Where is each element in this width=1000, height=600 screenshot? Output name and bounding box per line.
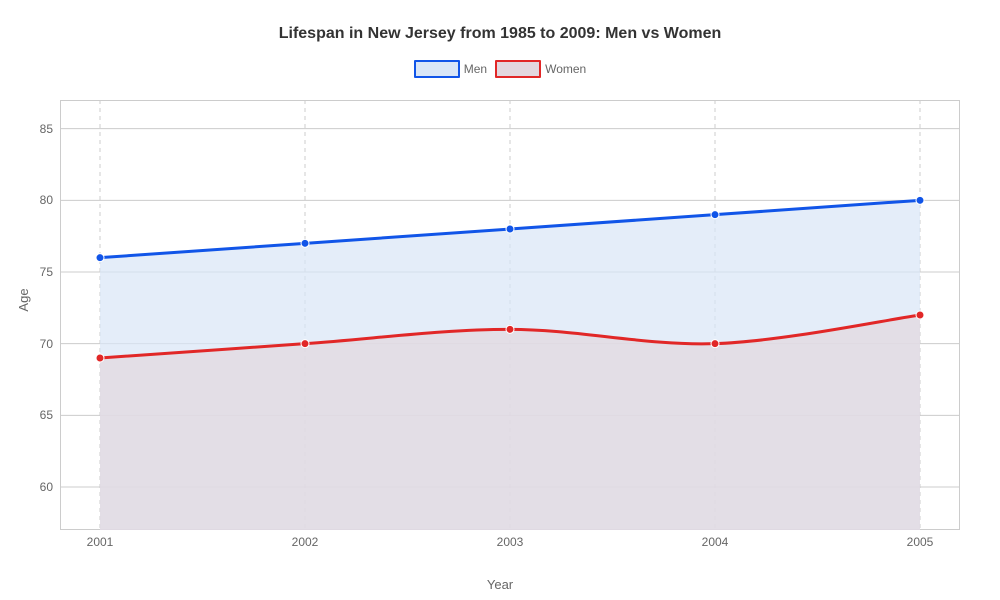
legend-label-men: Men [464,62,487,76]
plot-area [60,100,960,530]
y-axis-label: Age [16,288,31,311]
y-tick-label: 80 [40,193,53,207]
chart-container: Lifespan in New Jersey from 1985 to 2009… [0,0,1000,600]
legend-swatch-women [495,60,541,78]
x-tick-label: 2005 [907,535,934,549]
x-axis-label: Year [0,577,1000,592]
y-tick-label: 75 [40,265,53,279]
x-tick-label: 2001 [87,535,114,549]
y-tick-label: 65 [40,408,53,422]
x-tick-label: 2004 [702,535,729,549]
legend: Men Women [0,60,1000,78]
y-tick-label: 70 [40,337,53,351]
x-tick-label: 2003 [497,535,524,549]
chart-title: Lifespan in New Jersey from 1985 to 2009… [0,25,1000,43]
legend-item-men[interactable]: Men [414,60,487,78]
x-tick-label: 2002 [292,535,319,549]
legend-item-women[interactable]: Women [495,60,586,78]
y-tick-label: 60 [40,480,53,494]
legend-label-women: Women [545,62,586,76]
legend-swatch-men [414,60,460,78]
y-tick-label: 85 [40,122,53,136]
